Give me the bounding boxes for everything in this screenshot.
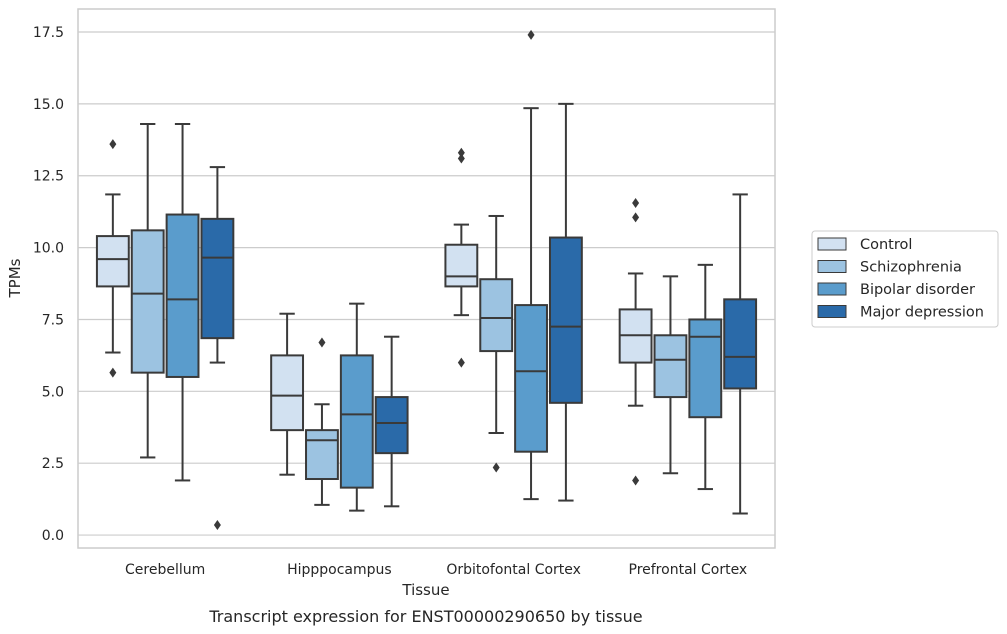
box-iqr — [444, 243, 479, 288]
x-tick-label: Hipppocampus — [287, 562, 392, 578]
box-iqr — [165, 213, 200, 378]
box-iqr — [95, 235, 130, 288]
box-iqr — [130, 229, 165, 374]
box-iqr — [723, 298, 758, 390]
box-schizophrenia-2 — [479, 214, 514, 473]
y-tick-label: 2.5 — [42, 456, 64, 472]
legend-swatch — [817, 282, 847, 296]
box-iqr — [200, 217, 235, 340]
box-major-depression-2 — [548, 102, 583, 502]
box-control-0 — [95, 139, 130, 378]
x-tick-label: Orbitofontal Cortex — [446, 562, 581, 578]
y-tick-labels: 0.0 2.5 5.0 7.5 10.0 12.5 15.0 17.5 — [33, 25, 64, 544]
outlier-point — [457, 153, 465, 164]
chart-title: Transcript expression for ENST0000029065… — [208, 607, 642, 626]
legend: Control Schizophrenia Bipolar disorder Majo… — [811, 230, 999, 328]
box-groups — [95, 29, 758, 531]
box-schizophrenia-0 — [130, 122, 165, 459]
y-tick-label: 0.0 — [42, 528, 64, 544]
box-iqr — [270, 354, 305, 432]
y-tick-label: 15.0 — [33, 97, 64, 113]
outlier-point — [457, 147, 465, 158]
outlier-point — [632, 198, 640, 209]
box-control-2 — [444, 147, 479, 368]
legend-swatch — [817, 260, 847, 273]
plot-frame — [77, 8, 776, 549]
box-control-3 — [618, 198, 653, 486]
x-tick-labels: Cerebellum Hipppocampus Orbitofontal Corte… — [125, 562, 747, 578]
outlier-point — [457, 357, 465, 368]
x-tick-label: Cerebellum — [125, 562, 205, 578]
box-iqr — [305, 429, 339, 481]
box-bipolar-disorder-3 — [688, 263, 723, 491]
outlier-point — [632, 212, 640, 223]
outlier-point — [318, 337, 326, 348]
outlier-point — [213, 520, 221, 531]
box-iqr — [548, 236, 583, 404]
box-iqr — [514, 304, 548, 453]
outlier-point — [492, 462, 500, 473]
y-tick-label: 17.5 — [33, 25, 64, 41]
outlier-point — [109, 367, 117, 378]
y-tick-label: 10.0 — [33, 241, 64, 257]
legend-swatch — [817, 237, 847, 251]
outlier-point — [632, 475, 640, 486]
box-schizophrenia-1 — [305, 337, 339, 506]
legend-label: Major depression — [860, 305, 984, 321]
box-control-1 — [270, 312, 305, 476]
x-axis-label: Tissue — [401, 581, 449, 599]
legend-label: Control — [860, 237, 912, 253]
box-major-depression-3 — [723, 193, 758, 515]
box-iqr — [374, 396, 409, 455]
box-iqr — [339, 354, 374, 489]
box-iqr — [688, 318, 723, 419]
box-bipolar-disorder-0 — [165, 122, 200, 482]
legend-frame — [811, 230, 999, 328]
y-tick-label: 7.5 — [42, 312, 64, 328]
y-tick-label: 5.0 — [42, 384, 64, 400]
legend-label: Bipolar disorder — [860, 282, 975, 298]
box-major-depression-0 — [200, 166, 235, 531]
box-schizophrenia-3 — [653, 275, 688, 475]
box-iqr — [479, 278, 514, 353]
box-bipolar-disorder-1 — [339, 302, 374, 512]
x-tick-label: Prefrontal Cortex — [629, 562, 748, 578]
legend-label: Schizophrenia — [860, 260, 962, 276]
box-major-depression-1 — [374, 335, 409, 508]
y-tick-label: 12.5 — [33, 169, 64, 185]
outlier-point — [527, 29, 535, 40]
legend-swatch — [817, 305, 847, 318]
y-axis-label: TPMs — [6, 258, 24, 298]
outlier-point — [109, 139, 117, 150]
box-bipolar-disorder-2 — [514, 29, 548, 501]
box-iqr — [653, 334, 688, 399]
